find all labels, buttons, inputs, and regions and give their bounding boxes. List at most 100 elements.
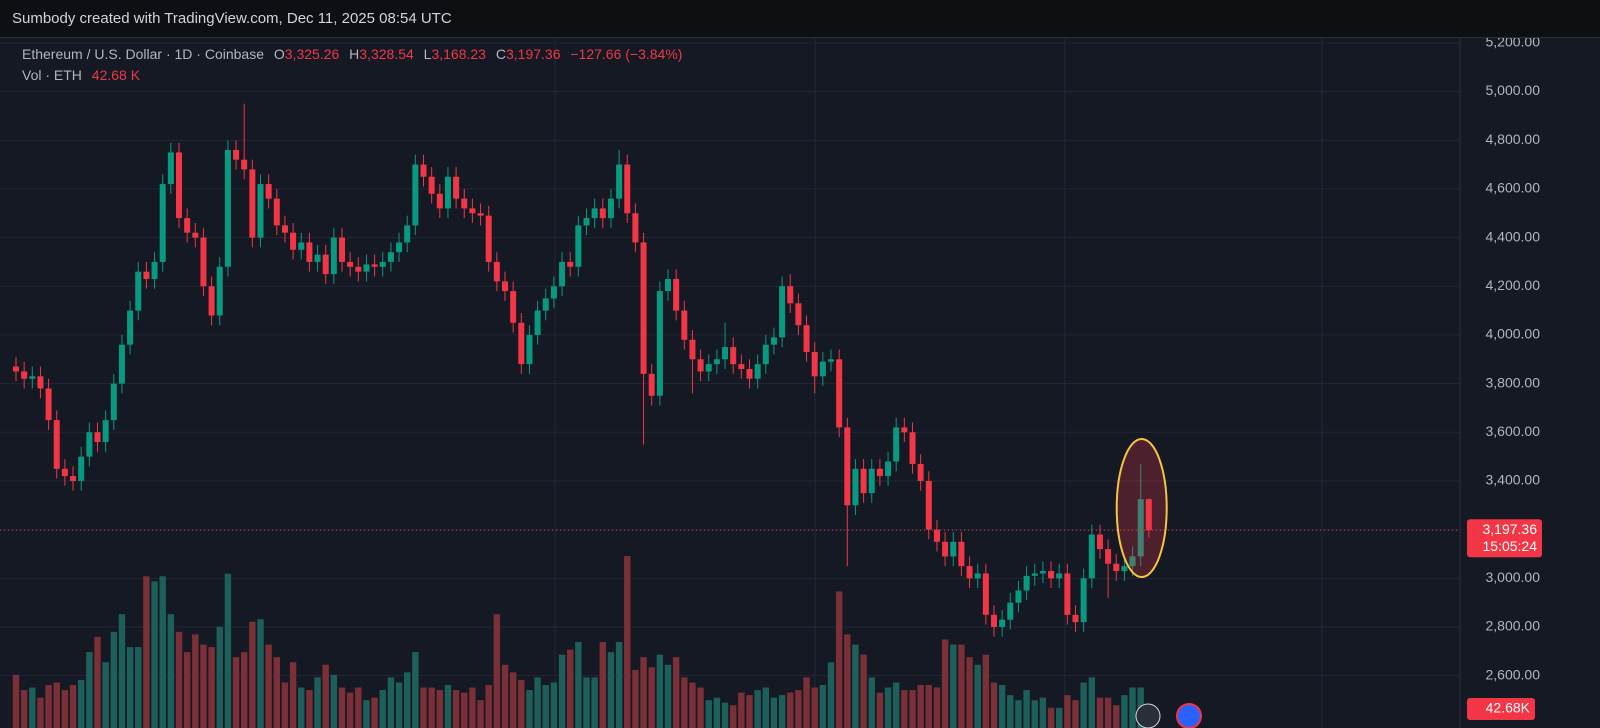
candle-body <box>127 310 134 345</box>
candle-body <box>836 359 843 428</box>
candle-body <box>1129 556 1136 567</box>
volume-bar <box>61 690 69 728</box>
volume-bar <box>550 682 558 728</box>
volume-bar <box>982 654 990 728</box>
volume-bar <box>412 652 419 728</box>
legend-row: Vol · ETH 42.68 K <box>22 65 682 86</box>
y-tick-label: 3,800.00 <box>1486 374 1541 390</box>
legend-value: 3,325.26 <box>284 46 340 62</box>
volume-bar <box>518 679 525 728</box>
candle-body <box>306 242 313 262</box>
candle-body <box>29 376 36 379</box>
candle-body <box>811 351 818 377</box>
event-icon <box>1176 703 1202 728</box>
volume-bar <box>395 682 403 728</box>
candle-body <box>510 291 517 323</box>
candle-body <box>184 218 191 233</box>
volume-bar <box>909 690 916 728</box>
candle-body <box>444 176 451 209</box>
candle-body <box>689 339 696 360</box>
candle-body <box>1048 571 1055 579</box>
candle-body <box>542 298 549 311</box>
candle-body <box>151 261 158 279</box>
volume-bar <box>1031 700 1038 728</box>
volume-bar <box>591 677 598 728</box>
candle-body <box>53 420 60 469</box>
candle-body <box>94 432 101 443</box>
candle-body <box>917 463 924 481</box>
volume-bar <box>175 631 183 728</box>
candle-body <box>770 337 777 345</box>
volume-bar <box>1104 697 1112 728</box>
volume-bar <box>257 619 264 728</box>
y-tick-label: 4,400.00 <box>1486 228 1541 244</box>
legend-value: 3,197.36 <box>505 46 561 62</box>
candle-body <box>1056 573 1063 579</box>
volume-bar <box>721 702 729 728</box>
candle-body <box>387 252 394 262</box>
volume-bar <box>526 690 533 728</box>
candle-body <box>722 347 729 360</box>
price-label: 3,197.36 <box>1483 521 1538 537</box>
candle-body <box>143 271 150 279</box>
candle-body <box>379 261 386 267</box>
candle-body <box>860 468 867 494</box>
candle-body <box>632 213 639 243</box>
volume-bar <box>950 644 957 728</box>
candle-body <box>697 359 704 372</box>
volume-bar <box>933 687 941 728</box>
volume-bar <box>501 664 509 728</box>
candle-body <box>1105 549 1112 564</box>
candle-body <box>616 164 623 199</box>
volume-bar <box>567 649 574 728</box>
volume-bar <box>1080 682 1087 728</box>
highlight-ellipse <box>1115 438 1168 578</box>
volume-bar <box>110 631 117 728</box>
candle-body <box>681 310 688 340</box>
candle-body <box>355 266 362 272</box>
volume-bar <box>648 667 655 728</box>
candle-body <box>925 480 932 530</box>
volume-bar <box>795 690 802 728</box>
candle-body <box>559 261 566 287</box>
volume-bar <box>200 644 207 728</box>
candle-body <box>159 184 166 262</box>
candle-body <box>1145 499 1152 531</box>
volume-bar <box>941 639 949 728</box>
volume-bar <box>990 682 998 728</box>
legend-value: 3,168.23 <box>431 46 486 62</box>
candle-body <box>1113 563 1120 572</box>
volume-bar <box>135 647 142 728</box>
volume-bar <box>754 690 761 728</box>
volume-bar <box>917 685 924 728</box>
volume-bar <box>966 657 973 728</box>
volume-bar <box>273 657 280 728</box>
candle-body <box>893 427 900 462</box>
legend-key: C <box>495 46 506 62</box>
candle-body <box>493 261 500 282</box>
volume-bar <box>656 654 664 728</box>
volume-bar <box>884 687 892 728</box>
volume-bar <box>787 692 794 728</box>
volume-bar <box>265 644 272 728</box>
candle-body <box>1088 534 1095 579</box>
volume-bar <box>534 677 541 728</box>
volume-bar <box>436 690 443 728</box>
volume-bar <box>876 692 884 728</box>
candle-body <box>281 225 288 233</box>
candle-body <box>216 266 223 316</box>
volume-bar <box>192 634 199 728</box>
volume-bar <box>94 636 101 728</box>
volume-bar <box>844 634 851 728</box>
volume-bar <box>509 672 517 728</box>
volume-bar <box>167 614 175 728</box>
volume-bar <box>102 662 109 728</box>
legend-change: −127.66 (−3.84%) <box>570 46 683 62</box>
volume-bar <box>640 657 647 728</box>
volume-bar <box>37 697 44 728</box>
candle-body <box>730 347 737 365</box>
volume-bar <box>183 652 191 728</box>
volume-bar <box>1088 677 1095 728</box>
candle-body <box>176 152 182 219</box>
volume-bar <box>811 687 818 728</box>
